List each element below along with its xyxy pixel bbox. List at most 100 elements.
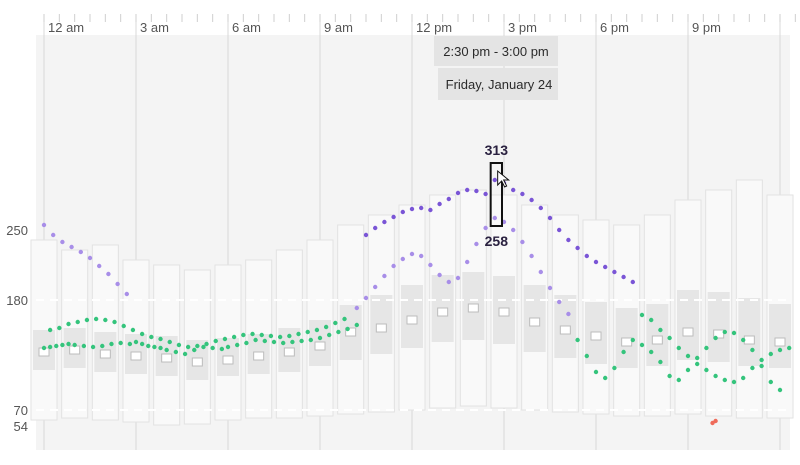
glucose-reading-dot — [97, 263, 102, 269]
glucose-readings — [41, 177, 792, 426]
median-marker — [191, 357, 203, 367]
glucose-reading-dot — [575, 337, 580, 343]
median-marker — [406, 315, 418, 325]
glucose-reading-dot — [593, 369, 599, 375]
glucose-reading-dot — [575, 245, 580, 251]
highlight-bin[interactable] — [489, 162, 503, 227]
selected-bin-outline[interactable] — [489, 162, 503, 227]
glucose-reading-dot — [492, 177, 497, 183]
glucose-reading-dot — [474, 241, 479, 247]
glucose-tick-label: 70 — [14, 403, 28, 418]
glucose-reading-dot — [685, 367, 691, 373]
glucose-reading-dot — [483, 225, 488, 231]
tooltip-date-box — [438, 68, 558, 100]
glucose-reading-dot — [317, 335, 323, 341]
glucose-tick-label: 180 — [6, 293, 28, 308]
time-tick-label: 12 am — [48, 20, 84, 35]
glucose-reading-dot — [373, 225, 378, 231]
glucose-reading-dot — [759, 363, 764, 369]
glucose-reading-dot — [391, 214, 396, 220]
glucose-reading-dot — [428, 207, 433, 213]
glucose-reading-dot — [354, 322, 359, 328]
glucose-reading-dot — [342, 316, 347, 322]
glucose-reading-dot — [621, 349, 626, 355]
glucose-reading-dot — [354, 305, 359, 311]
glucose-reading-dot — [603, 264, 608, 270]
median-marker — [222, 355, 234, 365]
glucose-reading-dot — [149, 334, 154, 340]
glucose-reading-dot — [612, 269, 617, 275]
glucose-reading-dot — [400, 256, 405, 262]
median-marker — [651, 335, 663, 345]
glucose-reading-dot — [146, 343, 151, 349]
glucose-reading-dot — [474, 188, 479, 194]
glucose-reading-dot — [47, 327, 53, 333]
glucose-reading-dot — [768, 351, 773, 357]
tooltip: 2:30 pm - 3:00 pm Friday, January 24 313… — [434, 36, 558, 249]
glucose-reading-dot — [164, 347, 169, 353]
glucose-reading-dot — [41, 345, 47, 351]
glucose-reading-dot — [244, 340, 249, 346]
glucose-reading-dot — [195, 343, 200, 349]
percentile-inner-box — [738, 298, 761, 366]
glucose-reading-dot — [363, 232, 369, 238]
time-tick-label: 9 am — [324, 20, 353, 35]
glucose-reading-dot — [511, 227, 516, 233]
glucose-reading-dot — [492, 215, 497, 221]
glucose-reading-dot — [176, 342, 182, 348]
glucose-reading-dot — [695, 361, 700, 367]
glucose-reading-dot — [722, 329, 727, 335]
glucose-reading-dot — [437, 201, 442, 207]
glucose-reading-dot — [529, 253, 534, 259]
glucose-reading-dot — [139, 331, 145, 337]
median-marker — [713, 329, 725, 339]
mouse-cursor — [497, 169, 511, 188]
glucose-reading-dot — [225, 344, 231, 350]
glucose-reading-dot — [695, 355, 700, 361]
glucose-reading-dot — [639, 342, 645, 348]
glucose-reading-dot — [409, 251, 415, 257]
glucose-reading-dot — [327, 332, 332, 338]
glucose-reading-dot — [133, 339, 139, 345]
median-marker — [161, 353, 173, 363]
glucose-reading-dot — [69, 244, 74, 250]
median-marker — [743, 335, 755, 345]
glucose-reading-dot — [41, 222, 47, 228]
glucose-reading-dot — [54, 343, 59, 349]
glucose-reading-dot — [213, 338, 218, 344]
glucose-reading-dot — [713, 335, 718, 341]
glucose-reading-dot — [777, 387, 783, 393]
median-marker — [774, 337, 786, 347]
tooltip-date: Friday, January 24 — [446, 77, 553, 92]
glucose-reading-dot — [584, 253, 589, 259]
glucose-reading-dot — [90, 344, 96, 350]
glucose-reading-dot — [51, 232, 56, 238]
glucose-reading-dot — [323, 324, 329, 330]
glucose-reading-dot — [768, 379, 773, 385]
glucose-reading-dot — [759, 357, 764, 363]
glucose-reading-dot — [204, 341, 209, 347]
median-marker — [621, 337, 633, 347]
time-tick-label: 9 pm — [692, 20, 721, 35]
glucose-reading-dot — [219, 346, 225, 352]
glucose-tick-label: 54 — [14, 419, 28, 434]
glucose-reading-dot — [566, 311, 571, 317]
glucose-reading-dot — [713, 418, 718, 424]
glucose-reading-dot — [253, 337, 258, 343]
glucose-reading-dot — [93, 316, 99, 322]
glucose-reading-dot — [66, 341, 71, 347]
glucose-reading-dot — [777, 347, 783, 353]
time-tick-label: 12 pm — [416, 20, 452, 35]
glucose-reading-dot — [630, 337, 635, 343]
glucose-reading-dot — [299, 338, 304, 344]
median-marker — [99, 349, 111, 359]
glucose-reading-dot — [731, 330, 737, 336]
glucose-reading-dot — [314, 327, 320, 333]
glucose-reading-dot — [658, 359, 663, 365]
glucose-reading-dot — [630, 279, 635, 285]
glucose-reading-dot — [538, 269, 543, 275]
glucose-reading-dot — [685, 353, 691, 359]
glucose-reading-dot — [287, 333, 292, 339]
median-marker — [590, 331, 602, 341]
